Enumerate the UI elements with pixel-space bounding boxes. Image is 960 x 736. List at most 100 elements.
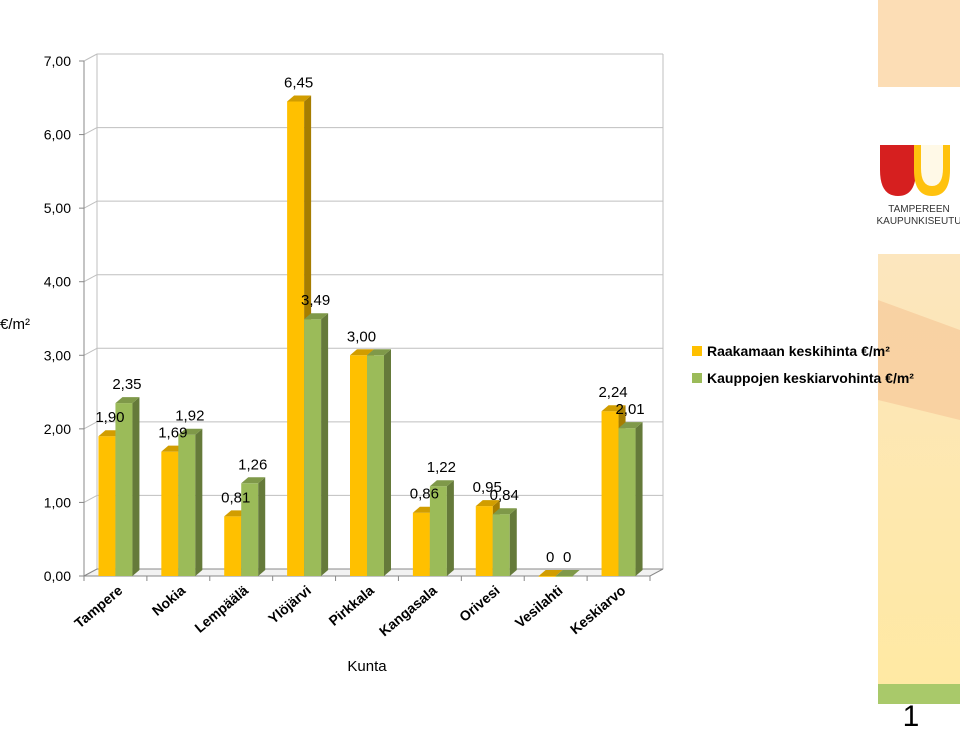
- y-tick-label: 2,00: [44, 421, 71, 437]
- bar-front: [241, 483, 259, 576]
- bar-top: [475, 500, 500, 507]
- gridline-side: [83, 494, 98, 503]
- bar-front: [618, 428, 636, 576]
- data-label: 0,81: [221, 489, 250, 506]
- logo-text-line2: KAUPUNKISEUTU: [876, 216, 960, 227]
- y-tick-label: 5,00: [44, 200, 71, 216]
- bar-top: [492, 508, 517, 515]
- y-tick-labels: 0,00 1,00 2,00 3,00 4,00 5,00 6,00 7,00: [44, 53, 71, 584]
- bar-side: [509, 508, 517, 576]
- bar-top: [350, 349, 374, 356]
- gridline-side: [83, 127, 98, 136]
- bar-front: [161, 451, 179, 576]
- deco-orange-wedge: [878, 300, 960, 420]
- bar-top: [367, 349, 391, 356]
- bar-front: [115, 403, 133, 576]
- bar-front: [304, 319, 322, 576]
- data-label: 1,22: [427, 459, 456, 476]
- gridline-side: [83, 200, 98, 209]
- bar-pirkkala-kauppojen: [367, 349, 391, 576]
- deco-green-band: [878, 684, 960, 704]
- bar-front: [287, 101, 305, 576]
- bar-lempaala-kauppojen: [241, 477, 266, 576]
- bar-ylojarvi-kauppojen: [304, 313, 329, 576]
- data-label: 0: [563, 549, 571, 566]
- page-number: 1: [903, 700, 920, 733]
- tampere-region-logo: TAMPEREEN KAUPUNKISEUTU: [876, 126, 960, 227]
- bar-side: [446, 480, 454, 576]
- bar-front: [367, 355, 384, 576]
- y-tick-label: 1,00: [44, 494, 71, 510]
- bar-orivesi-kauppojen: [492, 508, 517, 576]
- bar-top: [601, 405, 626, 412]
- slide-decoration: [878, 0, 960, 736]
- data-label: 2,01: [615, 401, 644, 418]
- bar-side: [635, 422, 643, 576]
- bar-side: [258, 477, 266, 576]
- bar-front: [538, 576, 556, 577]
- legend-swatch-raakamaan: [692, 346, 702, 356]
- bar-tampere-kauppojen: [115, 397, 140, 576]
- data-label: 0,86: [410, 486, 439, 503]
- y-tick-label: 6,00: [44, 127, 71, 143]
- deco-bottom-white: [878, 704, 960, 736]
- deco-white-gap: [878, 96, 960, 126]
- logo-red-shape: [880, 145, 916, 196]
- bar-vesilahti-kauppojen: [555, 570, 580, 577]
- bar-side: [132, 397, 140, 576]
- bar-top: [538, 570, 563, 576]
- bar-side: [384, 349, 391, 576]
- legend-label-kauppojen: Kauppojen keskiarvohinta €/m²: [707, 370, 914, 386]
- bar-top: [115, 397, 140, 404]
- data-labels: 1,90 2,35 1,691,92 0,81 1,26 6,45 3,49 3,00 0,86…: [95, 74, 644, 566]
- bar-front: [601, 411, 619, 576]
- legend-swatch-kauppojen: [692, 373, 702, 383]
- bar-nokia-kauppojen: [178, 428, 203, 576]
- bar-top: [555, 570, 580, 576]
- bar-front: [555, 576, 573, 577]
- data-label: 1,26: [238, 456, 267, 473]
- x-tick-label-ylojarvi: Ylöjärvi: [265, 582, 314, 627]
- bar-top: [178, 428, 203, 435]
- y-tick-label: 0,00: [44, 568, 71, 584]
- x-tick-label-vesilahti: Vesilahti: [512, 582, 566, 631]
- bar-front: [350, 355, 367, 576]
- bar-front: [429, 486, 447, 576]
- gridline-side: [83, 53, 98, 62]
- bar-top: [429, 480, 454, 487]
- bar-vesilahti-raakamaan: [538, 570, 563, 577]
- legend-label-raakamaan: Raakamaan keskihinta €/m²: [707, 343, 890, 359]
- legend: Raakamaan keskihinta €/m² Kauppojen kesk…: [692, 343, 914, 386]
- bar-kangasala-kauppojen: [429, 480, 454, 576]
- y-tick-label: 4,00: [44, 274, 71, 290]
- y-tick-label: 7,00: [44, 53, 71, 69]
- data-label: 3,49: [301, 292, 330, 309]
- bar-top: [304, 313, 329, 320]
- bar-front: [492, 514, 510, 576]
- data-label: 2,35: [112, 376, 141, 393]
- bar-keskiarvo-kauppojen: [618, 422, 643, 576]
- x-tick-label-tampere: Tampere: [71, 582, 125, 631]
- data-label: 6,45: [284, 74, 313, 91]
- y-tick-label: 3,00: [44, 347, 71, 363]
- x-tick-label-nokia: Nokia: [149, 582, 189, 619]
- data-label: 2,24: [598, 384, 627, 401]
- data-label: 1,69: [158, 425, 187, 442]
- bar-top: [618, 422, 643, 429]
- x-axis-title: Kunta: [347, 658, 387, 675]
- deco-top-block: [878, 0, 960, 87]
- data-label: 1,92: [175, 408, 204, 425]
- y-axis-title: €/m²: [0, 316, 30, 333]
- x-tick-label-kangasala: Kangasala: [376, 582, 440, 639]
- x-tick-label-keskiarvo: Keskiarvo: [567, 582, 629, 637]
- x-tick-label-pirkkala: Pirkkala: [325, 582, 377, 629]
- data-label: 0: [546, 549, 554, 566]
- bar-side: [195, 428, 203, 576]
- bar-side: [321, 313, 329, 576]
- bar-front: [178, 434, 196, 576]
- x-tick-label-orivesi: Orivesi: [456, 582, 503, 625]
- x-tick-label-lempaala: Lempäälä: [191, 582, 251, 636]
- bar-front: [98, 436, 116, 576]
- gridline-side: [83, 347, 98, 356]
